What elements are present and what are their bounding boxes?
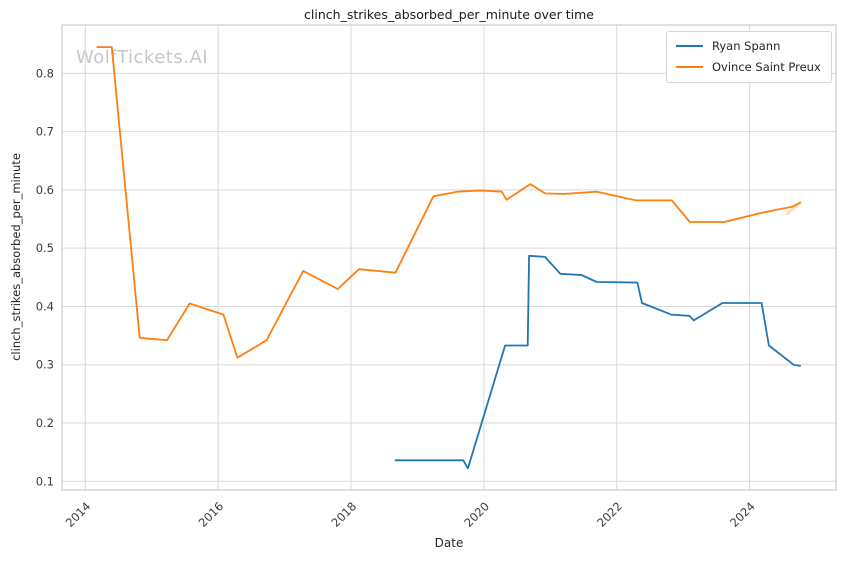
legend-label-ryan-spann: Ryan Spann — [712, 39, 781, 53]
chart-title: clinch_strikes_absorbed_per_minute over … — [304, 7, 594, 22]
watermark: WolfTickets.AI — [76, 47, 209, 68]
legend-label-ovince-saint-preux: Ovince Saint Preux — [712, 60, 821, 74]
series-line-ryan-spann — [394, 254, 801, 470]
x-tick-label: 2016 — [196, 499, 227, 530]
y-tick-label: 0.4 — [36, 299, 54, 313]
y-axis-label: clinch_strikes_absorbed_per_minute — [9, 153, 23, 361]
legend-line-swatch-ovince-saint-preux — [676, 66, 703, 68]
y-tick-label: 0.8 — [36, 66, 54, 80]
legend-line-swatch-ryan-spann — [676, 45, 703, 47]
legend: Ryan Spann Ovince Saint Preux — [666, 31, 832, 83]
series-end-ghost-mark — [785, 201, 802, 216]
series-line-ovince-saint-preux — [96, 46, 801, 359]
legend-item-ryan-spann: Ryan Spann — [676, 39, 821, 53]
y-tick-label: 0.7 — [36, 125, 54, 139]
x-tick-label: 2018 — [329, 499, 360, 530]
x-axis-label: Date — [434, 536, 464, 550]
x-tick-label: 2020 — [461, 499, 492, 530]
plot-border — [61, 24, 837, 491]
y-tick-label: 0.1 — [36, 474, 54, 488]
x-tick-label: 2024 — [727, 499, 758, 530]
y-tick-label: 0.6 — [36, 183, 54, 197]
y-tick-label: 0.2 — [36, 416, 54, 430]
y-tick-label: 0.5 — [36, 241, 54, 255]
x-tick-label: 2014 — [63, 499, 94, 530]
x-tick-label: 2022 — [594, 499, 625, 530]
y-tick-label: 0.3 — [36, 358, 54, 372]
legend-item-ovince-saint-preux: Ovince Saint Preux — [676, 60, 821, 74]
